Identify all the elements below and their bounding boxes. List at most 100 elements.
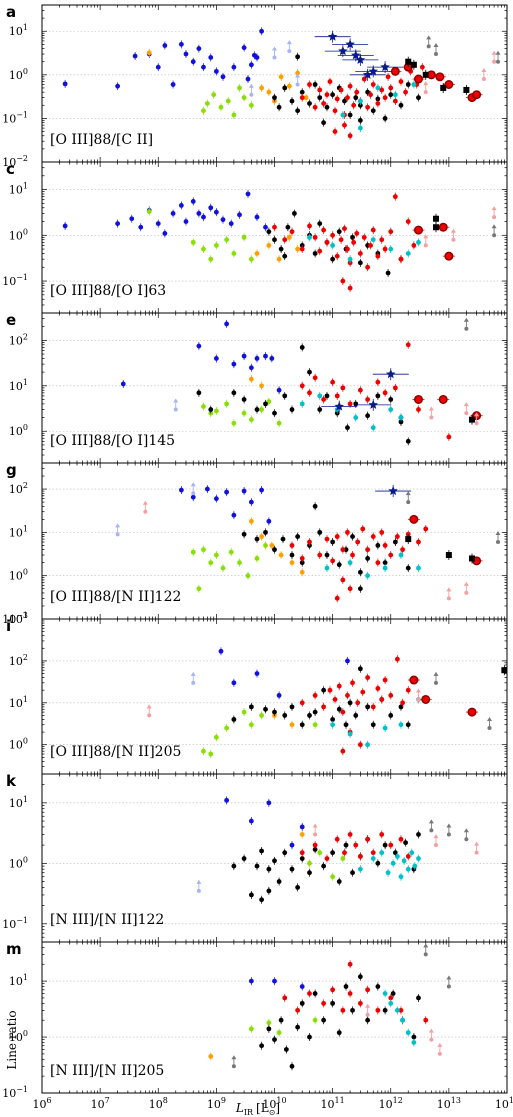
data-point	[338, 237, 344, 243]
data-point	[347, 401, 353, 407]
panel-a: 10−2 10−1 100 101 a [O III]88/[C II]	[2, 3, 508, 169]
data-point	[317, 95, 323, 101]
data-point	[248, 722, 254, 728]
x-axis-label: LIR [L⊙]	[235, 1101, 280, 1117]
data-point	[183, 51, 189, 57]
data-point	[330, 256, 336, 262]
data-point	[342, 122, 347, 128]
data-point-limit	[446, 832, 451, 837]
data-point	[365, 987, 371, 993]
data-point	[224, 401, 230, 407]
data-point	[327, 79, 333, 84]
data-point	[208, 1054, 214, 1059]
data-point	[259, 897, 265, 903]
data-point	[411, 243, 417, 248]
data-point	[382, 116, 388, 121]
data-point	[289, 722, 295, 728]
data-point	[248, 704, 254, 710]
data-point	[354, 89, 360, 95]
data-point	[405, 722, 411, 728]
data-point	[405, 82, 411, 87]
data-point-limit	[437, 1051, 442, 1056]
data-point-hexagon	[390, 66, 400, 76]
y-tick-label: 101	[9, 795, 28, 810]
data-point	[241, 488, 247, 494]
x-tick-label: 1010	[262, 1096, 286, 1111]
data-point-star	[327, 31, 338, 41]
data-point-square	[469, 416, 476, 423]
y-tick-label: 102	[9, 481, 28, 496]
data-point	[324, 92, 330, 98]
data-point	[282, 253, 288, 259]
data-point-limit	[423, 952, 428, 957]
data-point	[115, 221, 121, 227]
data-point	[400, 1017, 406, 1023]
x-axis-label-unit: [L	[256, 1101, 269, 1115]
data-point	[272, 547, 277, 553]
data-point	[357, 1000, 363, 1006]
panel-label: [O III]88/[O I]63	[50, 283, 166, 299]
limit-arrow-head	[415, 688, 421, 693]
data-point	[241, 234, 247, 240]
x-tick-label: 1014	[495, 1096, 513, 1111]
data-point	[321, 1000, 327, 1006]
data-point-hexagon	[413, 394, 423, 404]
data-point	[345, 95, 350, 101]
data-point	[379, 850, 385, 856]
data-point	[394, 854, 400, 859]
data-point	[285, 224, 291, 230]
data-point	[334, 534, 340, 539]
data-point	[382, 95, 388, 101]
data-point	[351, 102, 357, 108]
data-point	[312, 251, 318, 256]
data-point	[282, 393, 288, 399]
data-point	[263, 224, 268, 230]
panel-label: [O III]88/[N II]122	[50, 589, 181, 605]
data-point-hexagon	[435, 72, 445, 82]
data-point	[224, 321, 230, 327]
data-point	[416, 832, 421, 837]
data-point	[312, 104, 318, 110]
data-point	[343, 842, 349, 848]
data-point	[330, 539, 336, 545]
data-point	[231, 863, 237, 869]
limit-arrow-head	[190, 671, 196, 676]
data-point	[208, 560, 214, 566]
data-point	[405, 866, 411, 872]
limit-arrow-head	[173, 398, 179, 403]
data-point	[259, 85, 265, 91]
data-point	[162, 43, 168, 48]
data-point	[340, 856, 346, 861]
x-axis-label-sub: IR	[244, 1108, 254, 1117]
y-tick-label: 10−1	[2, 916, 28, 931]
data-point	[312, 375, 318, 381]
data-point	[266, 888, 272, 894]
data-point	[317, 221, 323, 227]
data-point	[170, 82, 176, 87]
data-point	[398, 79, 404, 84]
data-point	[336, 1030, 342, 1036]
data-point	[283, 1047, 289, 1052]
data-point	[248, 499, 254, 505]
y-tick-label: 10−1	[2, 110, 28, 125]
data-point	[266, 518, 272, 524]
data-point	[398, 722, 404, 728]
data-point	[307, 860, 312, 866]
data-point	[334, 253, 340, 259]
data-point	[272, 95, 277, 101]
data-point	[398, 1007, 404, 1013]
data-point	[357, 974, 363, 980]
data-point-limit	[406, 500, 411, 505]
data-point	[259, 534, 265, 539]
data-point	[416, 565, 421, 571]
data-point	[248, 417, 254, 423]
data-point	[368, 243, 373, 248]
data-point	[355, 700, 361, 706]
data-point	[375, 686, 381, 691]
data-point	[259, 848, 265, 854]
data-point-square	[405, 536, 412, 543]
data-point-hexagon	[472, 90, 482, 100]
data-point	[416, 95, 421, 101]
data-point	[190, 199, 196, 204]
